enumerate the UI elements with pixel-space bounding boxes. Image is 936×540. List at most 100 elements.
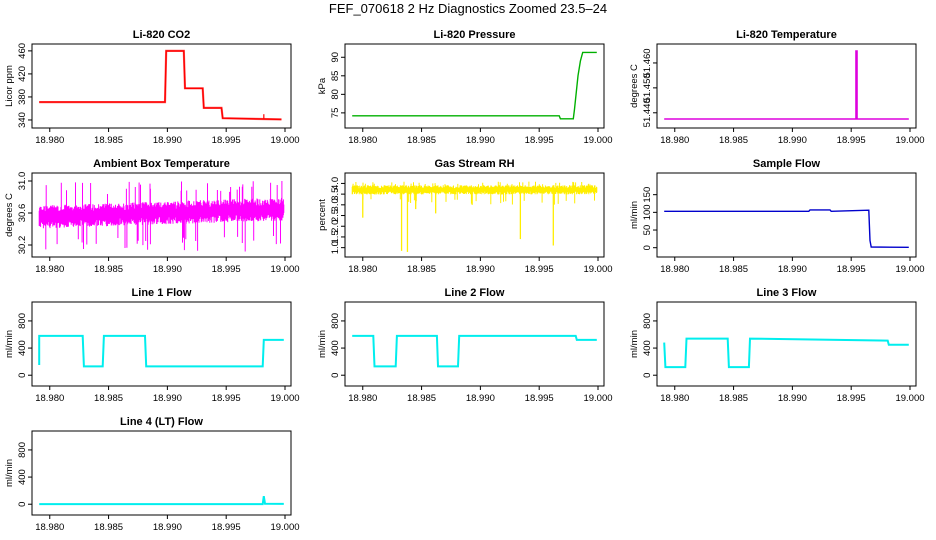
y-axis-label: ml/min xyxy=(4,459,15,487)
plot-frame xyxy=(31,172,292,258)
y-tick-label: 800 xyxy=(330,313,341,329)
y-axis-label: degrees C xyxy=(629,64,640,108)
x-tick-label: 19.000 xyxy=(270,264,299,275)
x-tick-label: 18.990 xyxy=(153,393,182,404)
x-tick-label: 18.990 xyxy=(466,264,495,275)
x-tick-label: 18.985 xyxy=(94,522,123,533)
y-tick-label: 1.0 xyxy=(330,241,341,254)
y-tick-label: 420 xyxy=(17,66,28,82)
y-tick-label: 3.0 xyxy=(330,198,341,211)
panel-title: Line 1 Flow xyxy=(132,287,192,299)
y-tick-label: 80 xyxy=(330,89,341,100)
x-tick-label: 19.000 xyxy=(583,264,612,275)
panel-title: Li-820 Pressure xyxy=(434,29,516,41)
panel-line2: Line 2 Flow 18.980 18.985 18.990 18.995 19.00… xyxy=(317,287,613,404)
plot-frame xyxy=(656,172,917,258)
y-tick-label: 4.0 xyxy=(330,177,341,190)
y-tick-label: 0 xyxy=(17,502,28,507)
series-line-line1 xyxy=(38,334,284,368)
y-axis-label: ml/min xyxy=(629,330,640,358)
panel-title: Line 3 Flow xyxy=(757,287,817,299)
series-line-co2-halo xyxy=(39,49,282,121)
x-tick-label: 18.990 xyxy=(153,264,182,275)
y-tick-label: 150 xyxy=(642,187,653,203)
panel-sample: Sample Flow 18.980 18.985 18.990 18.995 19.00… xyxy=(629,158,925,275)
panel-title: Ambient Box Temperature xyxy=(93,158,230,170)
y-tick-label: 75 xyxy=(330,108,341,119)
y-tick-label: 400 xyxy=(17,340,28,356)
plot-frame xyxy=(344,43,605,129)
panel-pressure: Li-820 Pressure 18.980 18.985 18.990 18.995 1… xyxy=(317,29,613,146)
y-tick-label: 85 xyxy=(330,71,341,82)
y-axis-label: percent xyxy=(317,199,328,231)
x-tick-label: 18.985 xyxy=(94,393,123,404)
y-tick-label: 1.5 xyxy=(330,230,341,243)
panel-title: Li-820 Temperature xyxy=(736,29,837,41)
y-tick-label: 800 xyxy=(17,442,28,458)
x-tick-label: 18.980 xyxy=(348,264,377,275)
panel-co2: Li-820 CO2 18.980 18.985 18.990 18.995 19.000… xyxy=(4,29,300,146)
series-noise-ambient xyxy=(38,181,285,252)
series-noise-rh xyxy=(351,181,598,205)
y-tick-label: 51.460 xyxy=(642,48,653,77)
x-tick-label: 18.985 xyxy=(719,264,748,275)
x-tick-label: 18.980 xyxy=(35,135,64,146)
x-tick-label: 18.985 xyxy=(407,135,436,146)
panel-line4: Line 4 (LT) Flow 18.980 18.985 18.990 18.995… xyxy=(4,416,300,533)
x-tick-label: 18.990 xyxy=(466,393,495,404)
y-axis-label: ml/min xyxy=(629,201,640,229)
series-line-pressure xyxy=(352,51,597,120)
series-line-line2 xyxy=(352,334,597,368)
x-tick-label: 18.990 xyxy=(466,135,495,146)
y-tick-label: 0 xyxy=(17,373,28,378)
y-tick-label: 800 xyxy=(17,313,28,329)
x-tick-label: 18.990 xyxy=(153,522,182,533)
panel-title: Line 2 Flow xyxy=(445,287,505,299)
series-line-temperature xyxy=(664,50,909,120)
x-tick-label: 18.995 xyxy=(525,264,554,275)
y-tick-label: 460 xyxy=(17,43,28,59)
series-line-sample xyxy=(664,209,909,248)
y-axis-label: degrees C xyxy=(4,193,15,237)
x-tick-label: 19.000 xyxy=(270,393,299,404)
x-tick-label: 18.990 xyxy=(778,135,807,146)
plot-frame xyxy=(344,301,605,387)
y-tick-label: 400 xyxy=(17,469,28,485)
y-tick-label: 90 xyxy=(330,52,341,63)
x-tick-label: 18.985 xyxy=(719,135,748,146)
plot-frame xyxy=(31,43,292,129)
x-tick-label: 19.000 xyxy=(895,393,924,404)
x-tick-label: 19.000 xyxy=(895,264,924,275)
x-tick-label: 18.995 xyxy=(525,135,554,146)
y-axis-label: Licor ppm xyxy=(4,65,15,107)
plot-frame xyxy=(31,301,292,387)
y-tick-label: 51.440 xyxy=(642,98,653,127)
y-tick-label: 340 xyxy=(17,112,28,128)
x-tick-label: 18.980 xyxy=(348,135,377,146)
y-tick-label: 2.5 xyxy=(330,209,341,222)
panel-title: Li-820 CO2 xyxy=(133,29,190,41)
series-line-line4 xyxy=(39,495,284,506)
x-tick-label: 18.980 xyxy=(35,393,64,404)
x-tick-label: 19.000 xyxy=(270,135,299,146)
y-tick-label: 0 xyxy=(642,245,653,250)
x-tick-label: 18.995 xyxy=(525,393,554,404)
panel-title: Gas Stream RH xyxy=(434,158,514,170)
x-tick-label: 18.995 xyxy=(837,135,866,146)
panel-temperature: Li-820 Temperature 18.980 18.985 18.990 18.9… xyxy=(629,29,925,146)
y-tick-label: 30.6 xyxy=(17,204,28,223)
y-tick-label: 30.2 xyxy=(17,236,28,255)
panel-title: Line 4 (LT) Flow xyxy=(120,416,203,428)
x-tick-label: 19.000 xyxy=(583,135,612,146)
x-tick-label: 18.980 xyxy=(348,393,377,404)
y-axis-label: kPa xyxy=(317,77,328,94)
x-tick-label: 18.985 xyxy=(407,393,436,404)
x-tick-label: 19.000 xyxy=(895,135,924,146)
y-tick-label: 800 xyxy=(642,313,653,329)
panel-line1: Line 1 Flow 18.980 18.985 18.990 18.995 19.00… xyxy=(4,287,300,404)
y-tick-label: 50 xyxy=(642,225,653,236)
x-tick-label: 18.985 xyxy=(407,264,436,275)
x-tick-label: 19.000 xyxy=(270,522,299,533)
y-tick-label: 380 xyxy=(17,89,28,105)
